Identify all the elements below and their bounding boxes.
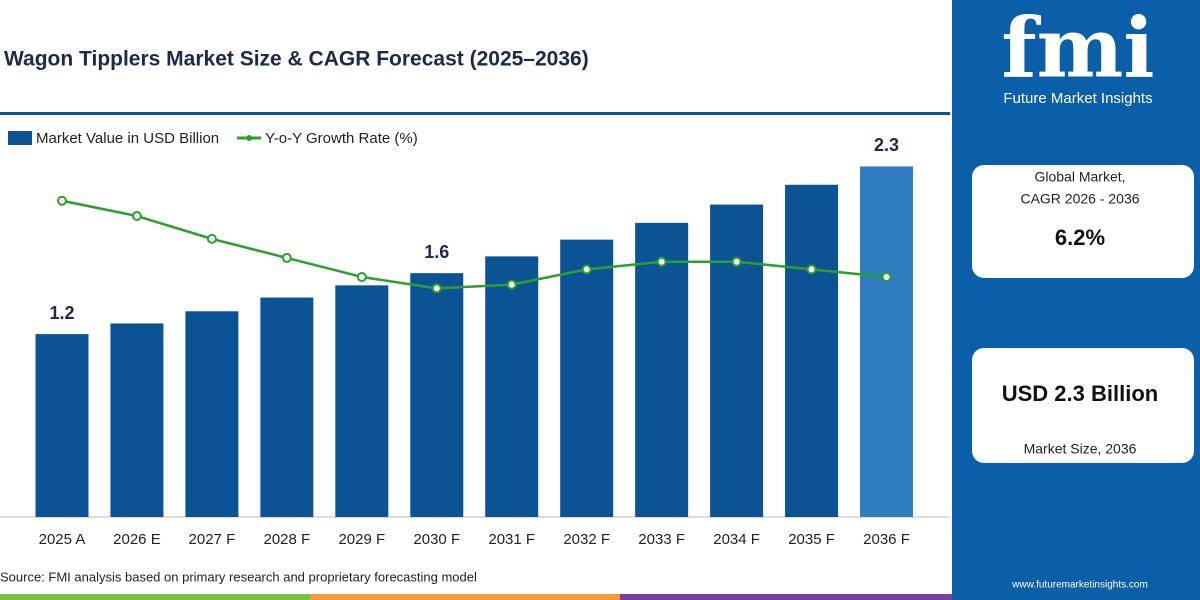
line-marker (506, 279, 517, 290)
side-panel (952, 0, 1200, 600)
chart-title: Wagon Tipplers Market Size & CAGR Foreca… (4, 48, 589, 71)
x-tick-label: 2027 F (189, 531, 236, 548)
value-label: 1.6 (424, 242, 449, 262)
brand-name: Future Market Insights (1003, 90, 1152, 107)
legend-label: Market Value in USD Billion (36, 130, 219, 147)
x-tick-label: 2035 F (788, 531, 835, 548)
line (61, 199, 887, 290)
size-card (972, 348, 1194, 463)
source-note: Source: FMI analysis based on primary re… (0, 569, 477, 584)
legend-swatch (246, 135, 253, 141)
x-tick-label: 2029 F (338, 531, 385, 548)
footer-strip (620, 594, 952, 600)
line-marker (281, 252, 292, 263)
line-marker (56, 195, 67, 206)
cagr-card (972, 165, 1194, 278)
x-tick-label: 2036 F (863, 531, 910, 548)
x-tick-label: 2034 F (713, 531, 760, 548)
cagr-label: Global Market, (1034, 169, 1125, 185)
line-marker (881, 271, 892, 282)
line-marker (431, 283, 442, 294)
x-tick-label: 2028 F (264, 531, 311, 548)
bar (710, 204, 764, 517)
chart: 2025 A 2026 E 2027 F 2028 F 2029 F 2030 F 2031… (0, 130, 950, 548)
title-rule (0, 112, 950, 115)
x-tick-label: 2031 F (488, 531, 535, 548)
x-tick-label: 2030 F (413, 531, 460, 548)
x-tick-label: 2025 A (39, 531, 86, 548)
footer-strip (0, 594, 310, 600)
value-label: 1.2 (49, 303, 74, 323)
line-marker (731, 256, 742, 267)
bar (335, 285, 389, 517)
bar (560, 239, 614, 517)
x-tick-label: 2033 F (638, 531, 685, 548)
line-marker (131, 211, 142, 222)
bar (110, 323, 164, 517)
line-marker (356, 271, 367, 282)
bar (635, 222, 689, 518)
size-label: Market Size, 2036 (1024, 441, 1137, 457)
bar (785, 184, 839, 517)
line-marker (806, 264, 817, 275)
legend-label: Y-o-Y Growth Rate (%) (265, 130, 418, 147)
brand-url: www.futuremarketinsights.com (1011, 580, 1148, 591)
size-value: USD 2.3 Billion (1002, 381, 1158, 406)
bar (35, 334, 89, 517)
cagr-label: CAGR 2026 - 2036 (1020, 191, 1139, 207)
x-tick-label: 2026 E (113, 531, 161, 548)
brand-logo: fmi (1001, 0, 1154, 96)
cagr-value: 6.2% (1055, 225, 1105, 250)
legend-swatch (8, 131, 32, 145)
bar (185, 311, 239, 517)
bar (260, 297, 314, 517)
footer-strip (310, 594, 620, 600)
line-marker (656, 256, 667, 267)
bar (410, 273, 464, 517)
bar (860, 166, 914, 518)
x-tick-label: 2032 F (563, 531, 610, 548)
value-label: 2.3 (874, 135, 899, 155)
line-marker (581, 264, 592, 275)
line-marker (206, 233, 217, 244)
bar (485, 256, 539, 517)
